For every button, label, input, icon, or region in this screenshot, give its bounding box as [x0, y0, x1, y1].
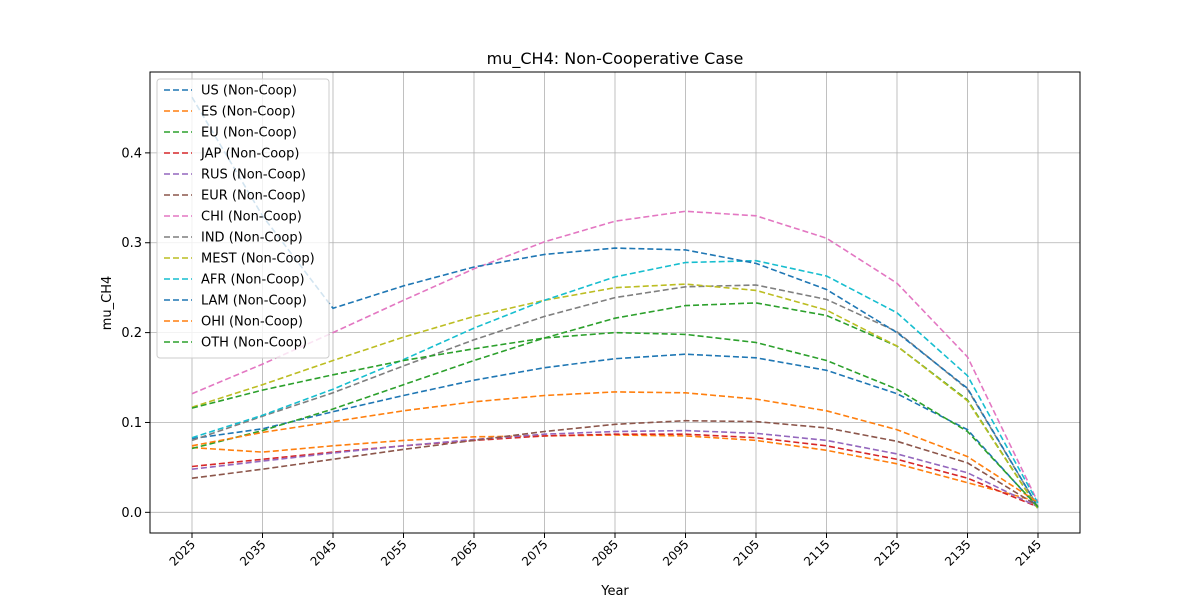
- series-lines: [191, 96, 1039, 510]
- legend-label: EU (Non-Coop): [201, 126, 297, 141]
- legend-label: OTH (Non-Coop): [201, 336, 307, 351]
- y-tick-label: 0.1: [121, 416, 142, 431]
- series-line: [191, 96, 1039, 508]
- series-line: [191, 284, 1039, 508]
- series-line: [191, 391, 1039, 504]
- legend-label: JAP (Non-Coop): [200, 147, 299, 162]
- legend-label: MEST (Non-Coop): [201, 252, 315, 267]
- chart-title: mu_CH4: Non-Cooperative Case: [487, 49, 744, 69]
- series-line: [191, 210, 1039, 503]
- x-axis-label: Year: [600, 584, 629, 599]
- legend-box: [156, 78, 330, 359]
- series-line: [191, 283, 1039, 510]
- y-tick-label: 0.4: [121, 146, 142, 161]
- series-line: [191, 429, 1039, 508]
- series-line: [191, 433, 1039, 508]
- legend-label: OHI (Non-Coop): [201, 315, 303, 330]
- legend-label: IND (Non-Coop): [201, 231, 303, 246]
- y-axis-label: mu_CH4: [100, 276, 115, 331]
- legend-label: AFR (Non-Coop): [201, 273, 305, 288]
- y-axis: 0.0 0.1 0.2 0.3 0.4: [121, 146, 150, 521]
- legend-label: US (Non-Coop): [201, 84, 297, 99]
- series-line: [191, 331, 1039, 508]
- legend-label: RUS (Non-Coop): [201, 168, 306, 183]
- series-line: [191, 259, 1039, 504]
- legend-label: CHI (Non-Coop): [201, 210, 302, 225]
- y-tick-label: 0.2: [121, 326, 142, 341]
- legend-label: ES (Non-Coop): [201, 105, 296, 120]
- legend-label: EUR (Non-Coop): [201, 189, 306, 204]
- legend-label: LAM (Non-Coop): [201, 294, 307, 309]
- y-tick-label: 0.0: [121, 506, 142, 521]
- y-tick-label: 0.3: [121, 236, 142, 251]
- series-line: [191, 419, 1039, 507]
- legend: US (Non-Coop) ES (Non-Coop) EU (Non-Coop) J…: [156, 78, 330, 359]
